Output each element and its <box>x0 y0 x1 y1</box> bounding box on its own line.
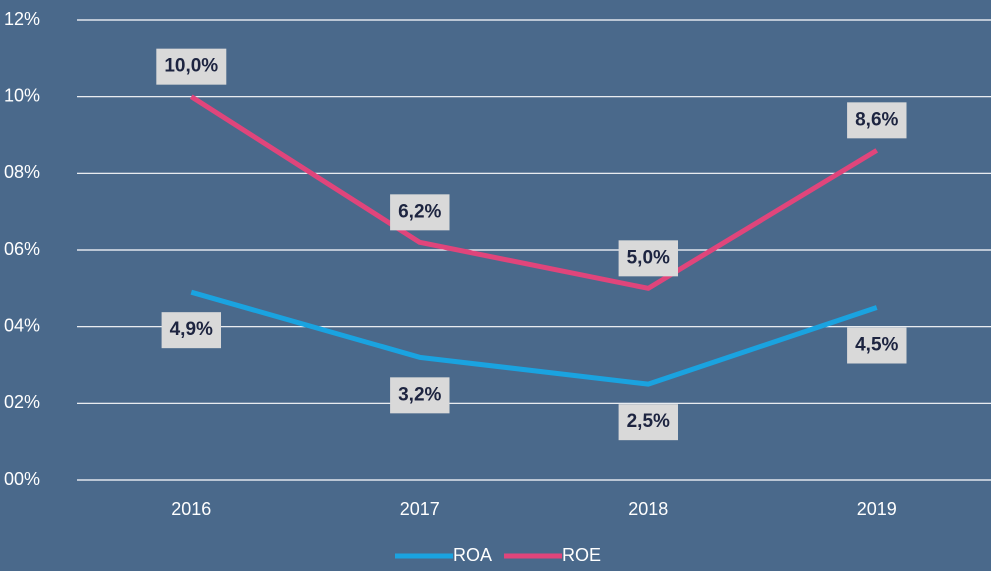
value-label: 2,5% <box>627 411 670 432</box>
value-label-box <box>847 327 907 364</box>
line <box>190 289 878 387</box>
value-label: 5,0% <box>627 247 670 268</box>
y-tick-label: 00% <box>4 469 40 489</box>
value-label-box <box>156 48 227 85</box>
value-label: 4,5% <box>855 335 898 356</box>
x-tick-label: 2017 <box>400 499 440 519</box>
x-tick-label: 2018 <box>628 499 668 519</box>
value-label: 6,2% <box>398 201 441 222</box>
x-tick-label: 2016 <box>171 499 211 519</box>
y-tick-label: 06% <box>4 239 40 259</box>
value-label: 8,6% <box>855 109 898 130</box>
y-tick-label: 10% <box>4 85 40 105</box>
value-label: 10,0% <box>164 56 218 77</box>
line <box>189 94 879 291</box>
value-label-box <box>390 194 450 231</box>
value-label-box <box>847 102 907 139</box>
value-label-box <box>618 240 679 277</box>
value-label: 4,9% <box>170 319 213 340</box>
y-tick-label: 04% <box>4 315 40 335</box>
legend-label: ROA <box>453 545 492 565</box>
x-tick-label: 2019 <box>857 499 897 519</box>
y-tick-label: 02% <box>4 392 40 412</box>
value-label-box <box>161 312 222 349</box>
value-label-box <box>618 404 679 441</box>
y-tick-label: 08% <box>4 162 40 182</box>
legend-label: ROE <box>562 545 601 565</box>
value-label-box <box>390 377 450 414</box>
value-label: 3,2% <box>398 384 441 405</box>
y-tick-label: 12% <box>4 9 40 29</box>
